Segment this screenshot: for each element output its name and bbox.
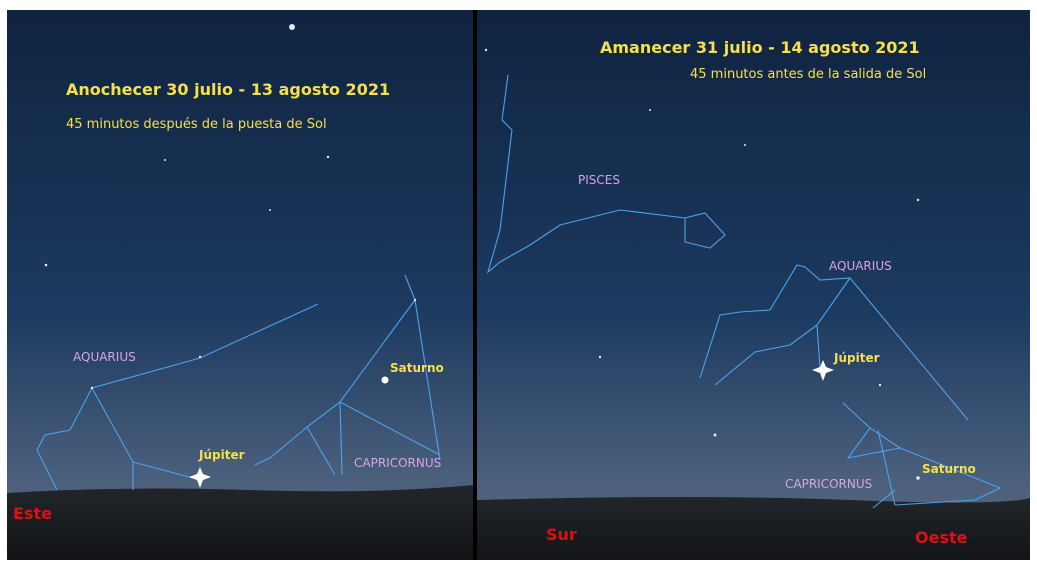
- title: Amanecer 31 julio - 14 agosto 2021: [600, 38, 920, 57]
- subtitle: 45 minutos antes de la salida de Sol: [690, 67, 926, 82]
- planet-label: Saturno: [922, 462, 976, 476]
- planet-label: Júpiter: [833, 351, 880, 365]
- direction-label: Sur: [546, 525, 577, 544]
- constellation-label: CAPRICORNUS: [785, 477, 872, 491]
- constellation-label: AQUARIUS: [73, 350, 136, 364]
- planet-label: Saturno: [390, 361, 444, 375]
- left-panel: Anochecer 30 julio - 13 agosto 2021 45 m…: [7, 10, 473, 560]
- direction-label: Este: [13, 504, 52, 523]
- divider: [473, 10, 477, 560]
- constellation-label: AQUARIUS: [829, 259, 892, 273]
- star-charts: Anochecer 30 julio - 13 agosto 2021 45 m…: [0, 0, 1037, 563]
- right-panel: Amanecer 31 julio - 14 agosto 2021 45 mi…: [477, 10, 1030, 560]
- constellation-label: PISCES: [578, 173, 620, 187]
- planet-label: Júpiter: [198, 448, 245, 462]
- title: Anochecer 30 julio - 13 agosto 2021: [66, 80, 390, 99]
- sky: [477, 10, 1030, 560]
- constellation-label: CAPRICORNUS: [354, 456, 441, 470]
- direction-label: Oeste: [915, 528, 968, 547]
- ground: [7, 485, 473, 560]
- subtitle: 45 minutos después de la puesta de Sol: [66, 117, 327, 132]
